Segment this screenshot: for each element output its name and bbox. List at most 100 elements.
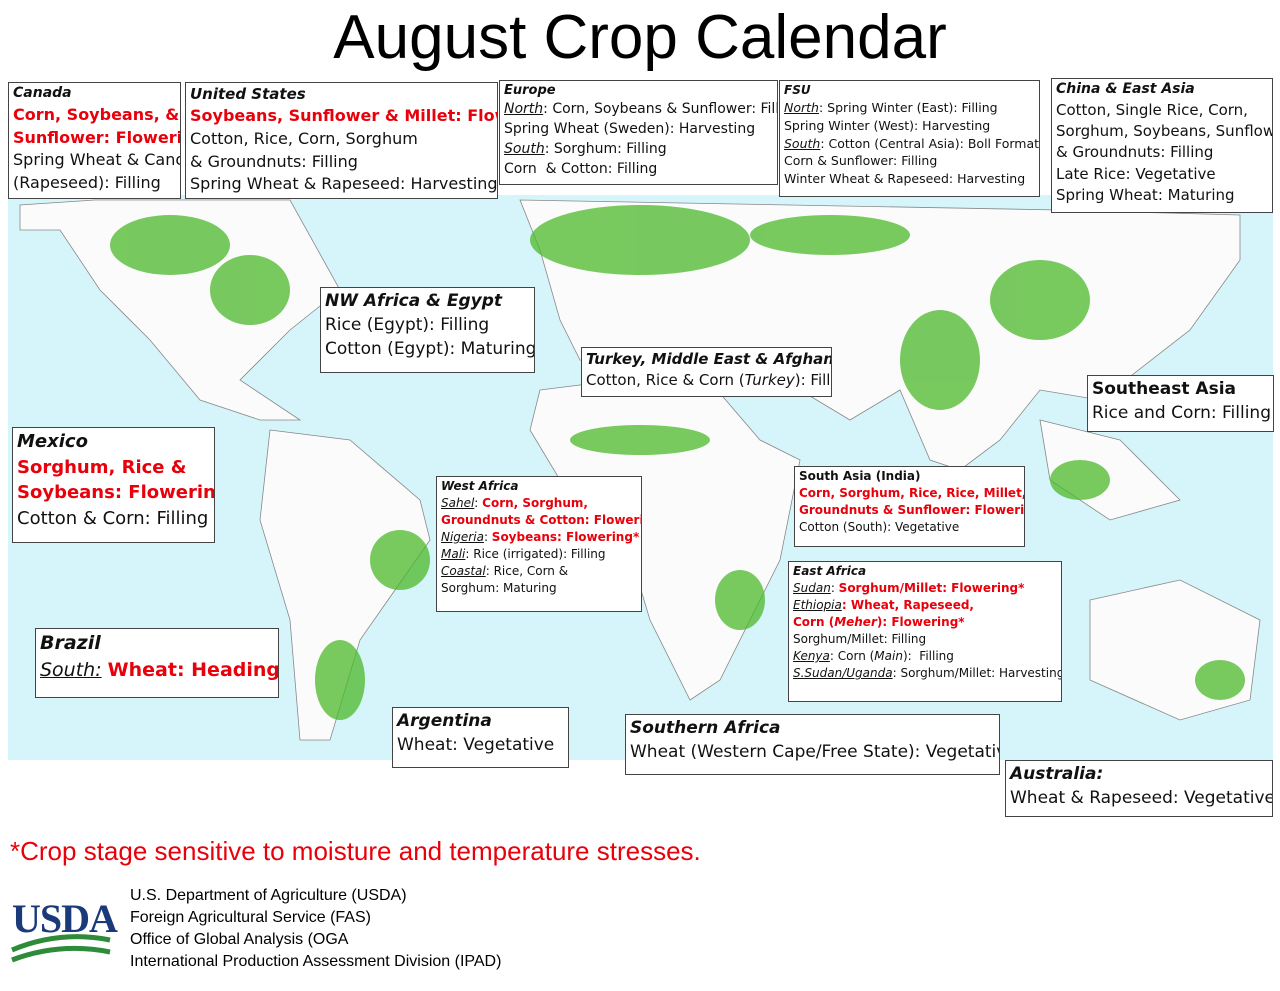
region-title: Australia: [1010, 764, 1104, 784]
region-title: NW Africa & Egypt [325, 291, 503, 311]
region-line: Spring Winter (West): Harvesting [784, 117, 1035, 135]
text-segment: : Sorghum/Millet: Harvesting [892, 666, 1062, 681]
region-line: Ethiopia: Wheat, Rapeseed, [793, 597, 1057, 614]
text-segment: & Groundnuts: Filling [1056, 143, 1214, 162]
text-segment: Wheat & Rapeseed: Vegetative [1010, 788, 1273, 809]
region-box: East Africa Sudan: Sorghum/Millet: Flower… [788, 561, 1062, 702]
text-segment: Main [874, 649, 903, 664]
region-line: Sorghum/Millet: Filling [793, 631, 1057, 648]
text-segment: : Sorghum: Filling [544, 141, 667, 158]
region-box: Canada Corn, Soybeans, & Sunflower: Flower… [8, 82, 181, 199]
region-line: & Groundnuts: Filling [1056, 142, 1268, 163]
region-box: West Africa Sahel: Corn, Sorghum, Groundnu… [436, 476, 642, 612]
text-segment: Mali [441, 547, 466, 562]
region-line: Sorghum: Maturing [441, 580, 637, 597]
region-box: Brazil South: Wheat: Heading* [35, 628, 279, 698]
region-title: Mexico [17, 431, 88, 452]
text-segment: Rice (Egypt): Filling [325, 315, 490, 336]
text-segment: ): Flowering* [876, 615, 965, 630]
text-segment: Sahel [441, 496, 475, 511]
region-box: Argentina Wheat: Vegetative [392, 707, 569, 768]
text-segment: : Spring Winter (East): Filling [818, 100, 998, 116]
text-segment: Nigeria [441, 530, 484, 545]
region-line: Corn, Soybeans, & [13, 104, 180, 127]
region-line: Rice (Egypt): Filling [325, 313, 530, 337]
text-segment: Sunflower: Flowering* [13, 127, 181, 147]
region-line: South: Cotton (Central Asia): Boll Forma… [784, 135, 1039, 153]
text-segment: Corn, Soybeans, & [13, 104, 180, 124]
text-segment: : Wheat, Rapeseed, [841, 598, 974, 613]
region-title: West Africa [441, 479, 519, 493]
region-box: China & East Asia Cotton, Single Rice, Co… [1051, 78, 1273, 213]
region-title: Brazil [40, 632, 101, 654]
text-segment: S.Sudan/Uganda [793, 666, 893, 681]
text-segment: & Groundnuts: Filling [190, 151, 358, 171]
text-segment: : Corn ( [829, 649, 875, 664]
text-segment: Wheat: Vegetative [397, 735, 555, 756]
text-segment: Ethiopia [793, 598, 842, 613]
region-title: Europe [504, 83, 556, 98]
text-segment: Sorghum, Rice & [17, 456, 187, 478]
text-segment: Spring Wheat & Rapeseed: Harvesting [190, 174, 498, 194]
text-segment: Coastal [441, 564, 486, 579]
text-segment: ): Filling [902, 649, 954, 664]
region-box: NW Africa & Egypt Rice (Egypt): Filling Co… [320, 287, 535, 373]
text-segment: Spring Winter (West): Harvesting [784, 117, 991, 133]
region-box: FSU North: Spring Winter (East): Filling S… [779, 80, 1040, 197]
logo: USDA [12, 896, 118, 941]
text-segment: Wheat: Heading* [107, 658, 279, 681]
region-line: Cotton (South): Vegetative [799, 519, 1020, 536]
region-line: Rice and Corn: Filling [1092, 401, 1271, 425]
region-title: FSU [784, 83, 811, 97]
region-line: Sunflower: Flowering* [13, 127, 180, 150]
region-line: North: Spring Winter (East): Filling [784, 99, 1035, 117]
text-segment: Winter Wheat & Rapeseed: Harvesting [784, 171, 1026, 187]
text-segment: Spring Wheat (Sweden): Harvesting [504, 121, 756, 138]
text-segment: Turkey [744, 371, 795, 390]
region-line: Cotton, Single Rice, Corn, [1056, 100, 1268, 121]
credit-line: Foreign Agricultural Service (FAS) [130, 909, 371, 926]
region-line: Late Rice: Vegetative [1056, 164, 1268, 185]
region-line: Groundnuts & Cotton: Flowering* [441, 512, 641, 529]
text-segment: North [504, 101, 544, 118]
region-line: Wheat: Vegetative [397, 733, 564, 757]
region-line: Soybeans: Flowering* [17, 480, 214, 506]
text-segment: Cotton (Egypt): Maturing [325, 339, 535, 360]
credit-line: International Production Assessment Divi… [130, 953, 502, 970]
region-line: Mali: Rice (irrigated): Filling [441, 546, 637, 563]
text-segment: : Rice (irrigated): Filling [465, 547, 606, 562]
region-line: Spring Wheat & Rapeseed: Harvesting [190, 173, 497, 196]
region-line: Sorghum, Rice & [17, 455, 210, 481]
text-segment: Soybeans, Sunflower & Millet: Flowering* [190, 106, 497, 126]
text-segment: Sorghum/Millet: Filling [793, 632, 927, 647]
region-line: North: Corn, Soybeans & Sunflower: Filli… [504, 100, 777, 120]
text-segment: Soybeans: Flowering* [17, 482, 215, 504]
usda-logo-arcs [11, 934, 111, 963]
footnote: *Crop stage sensitive to moisture and te… [10, 836, 701, 866]
text-segment: Cotton (South): Vegetative [799, 520, 960, 535]
region-line: Corn (Meher): Flowering* [793, 614, 1057, 631]
text-segment: Corn & Sunflower: Filling [784, 153, 938, 169]
region-line: Cotton, Rice, Corn, Sorghum [190, 128, 493, 151]
text-segment: Cotton & Corn: Filling [17, 507, 209, 529]
region-line: Groundnuts & Sunflower: Flowering* [799, 502, 1024, 519]
text-segment: Corn, Sorghum, [482, 496, 588, 511]
text-segment: Groundnuts & Cotton: Flowering* [441, 513, 641, 528]
region-line: Wheat & Rapeseed: Vegetative [1010, 786, 1272, 810]
region-box: Southeast Asia Rice and Corn: Filling [1087, 375, 1274, 432]
region-title: United States [190, 85, 306, 103]
region-line: Sudan: Sorghum/Millet: Flowering* [793, 580, 1057, 597]
region-box: Mexico Sorghum, Rice & Soybeans: Flowering… [12, 427, 215, 543]
region-box: Australia: Wheat & Rapeseed: Vegetative [1005, 760, 1273, 817]
text-segment: Cotton, Rice & Corn ( [586, 371, 745, 390]
credit-line: U.S. Department of Agriculture (USDA) [130, 887, 407, 904]
region-line: Corn & Sunflower: Filling [784, 152, 1035, 170]
region-title: South Asia (India) [799, 469, 921, 483]
region-title: China & East Asia [1056, 81, 1195, 97]
text-segment: Meher [834, 615, 877, 630]
region-line: & Groundnuts: Filling [190, 151, 493, 174]
region-line: Sorghum, Soybeans, Sunflower [1056, 121, 1272, 142]
region-line: South: Sorghum: Filling [504, 140, 773, 160]
credit-line: Office of Global Analysis (OGA [130, 931, 349, 948]
